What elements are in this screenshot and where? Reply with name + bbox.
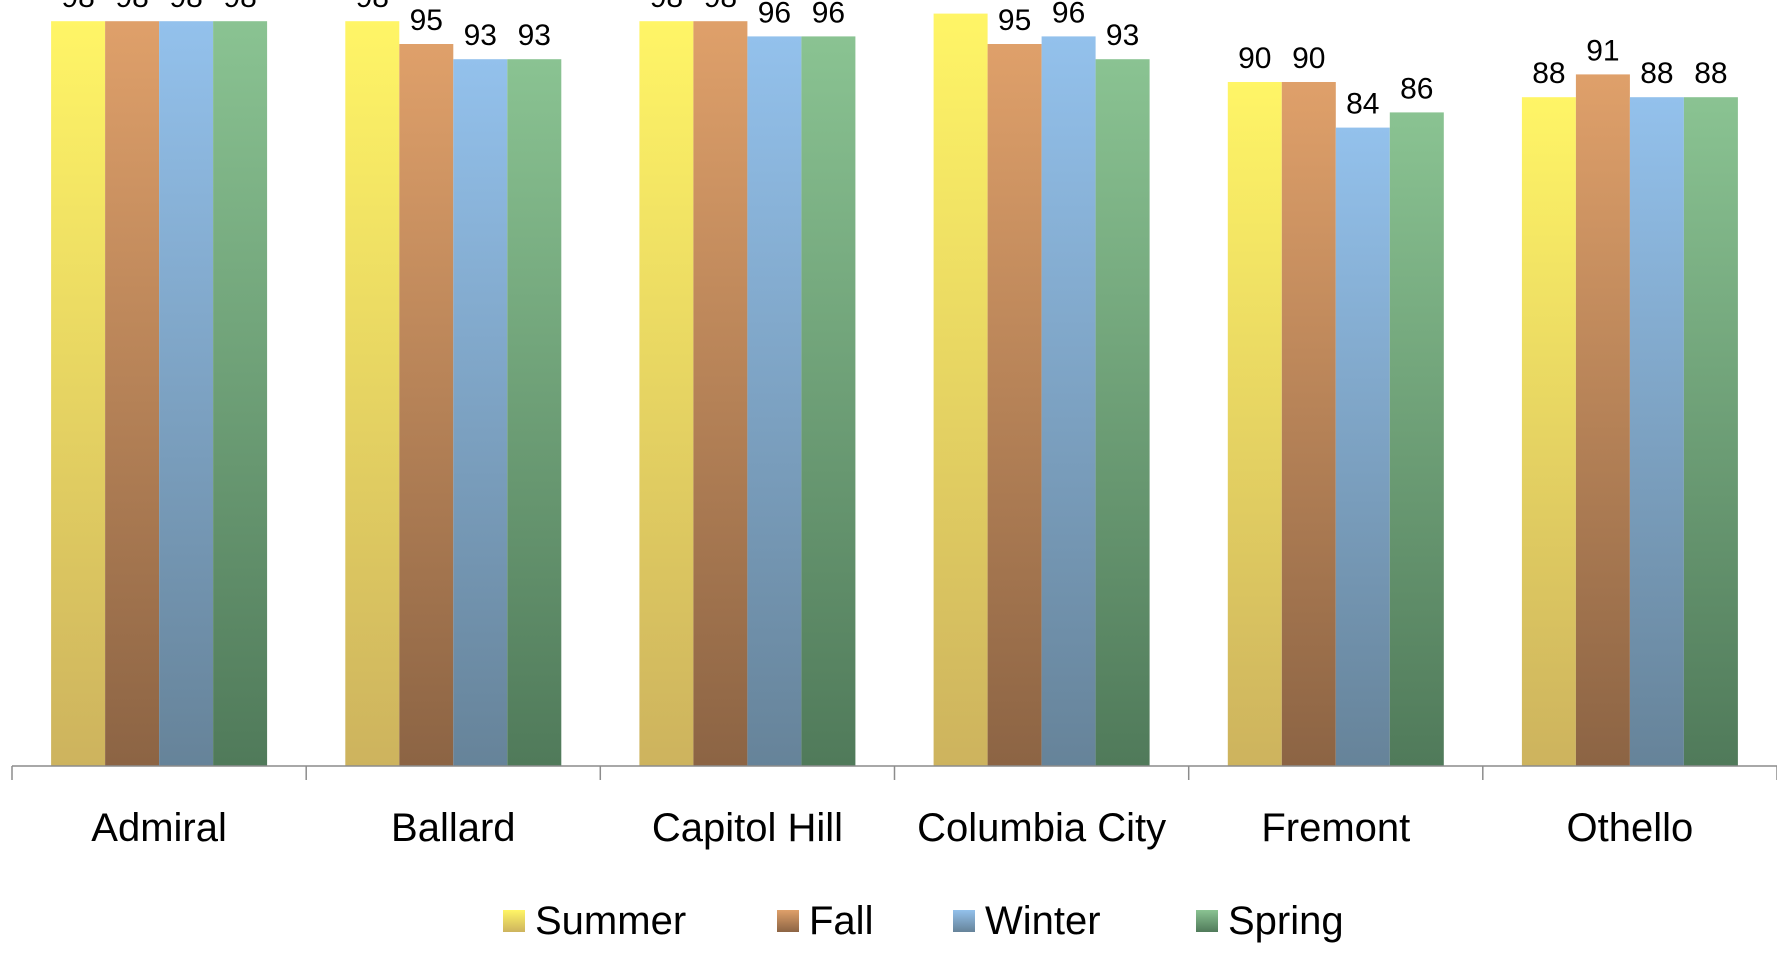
legend-swatch-winter — [953, 910, 975, 932]
data-label-ballard-fall: 95 — [410, 4, 443, 37]
bar-ballard-winter — [453, 59, 508, 766]
category-label: Capitol Hill — [652, 806, 843, 850]
legend-label-summer: Summer — [535, 899, 686, 943]
bar-admiral-winter — [159, 21, 214, 766]
bar-admiral-summer — [51, 21, 106, 766]
bar-columbia-city-spring — [1095, 59, 1150, 766]
bar-capitol-hill-summer — [639, 21, 694, 766]
bar-fremont-spring — [1389, 112, 1444, 766]
data-label-capitol-hill-fall: 98 — [704, 0, 737, 14]
category-label: Columbia City — [917, 806, 1166, 850]
bars-group — [51, 13, 1738, 767]
data-label-columbia-city-summer: 99 — [944, 0, 977, 7]
data-label-columbia-city-spring: 93 — [1106, 19, 1139, 52]
bar-columbia-city-fall — [987, 44, 1042, 766]
bar-columbia-city-winter — [1041, 36, 1096, 766]
legend-label-winter: Winter — [985, 899, 1101, 943]
data-label-admiral-winter: 98 — [169, 0, 202, 14]
legend-label-fall: Fall — [809, 899, 873, 943]
data-label-fremont-summer: 90 — [1238, 42, 1271, 75]
data-label-capitol-hill-spring: 96 — [812, 0, 845, 29]
data-label-othello-summer: 88 — [1532, 57, 1565, 90]
data-label-capitol-hill-winter: 96 — [758, 0, 791, 29]
bar-ballard-spring — [507, 59, 562, 766]
data-label-ballard-summer: 98 — [356, 0, 389, 14]
category-label: Fremont — [1261, 806, 1410, 850]
legend-swatch-spring — [1196, 910, 1218, 932]
category-label: Othello — [1567, 806, 1694, 850]
legend: Summer Fall Winter Spring — [503, 899, 1344, 943]
data-label-capitol-hill-summer: 98 — [650, 0, 683, 14]
data-label-othello-winter: 88 — [1640, 57, 1673, 90]
data-labels-group: 98 98 98 98 98 95 93 93 98 98 96 96 99 95 96 93 90 90 84 86… — [61, 0, 1727, 121]
data-label-othello-spring: 88 — [1694, 57, 1727, 90]
legend-swatch-fall — [777, 910, 799, 932]
bar-capitol-hill-winter — [747, 36, 802, 766]
bar-columbia-city-summer — [933, 13, 988, 767]
bar-ballard-summer — [345, 21, 400, 766]
legend-swatch-summer — [503, 910, 525, 932]
data-label-ballard-spring: 93 — [518, 19, 551, 52]
bar-fremont-fall — [1281, 82, 1336, 766]
legend-label-spring: Spring — [1228, 899, 1344, 943]
data-label-fremont-fall: 90 — [1292, 42, 1325, 75]
bar-fremont-winter — [1335, 127, 1390, 767]
data-label-othello-fall: 91 — [1586, 34, 1619, 67]
data-label-admiral-spring: 98 — [223, 0, 256, 14]
bar-capitol-hill-spring — [801, 36, 856, 766]
data-label-ballard-winter: 93 — [464, 19, 497, 52]
bar-othello-fall — [1575, 74, 1630, 766]
bar-fremont-summer — [1227, 82, 1282, 766]
bar-othello-winter — [1629, 97, 1684, 766]
bar-othello-spring — [1683, 97, 1738, 766]
data-label-admiral-summer: 98 — [61, 0, 94, 14]
data-label-columbia-city-winter: 96 — [1052, 0, 1085, 29]
bar-ballard-fall — [399, 44, 454, 766]
bar-admiral-fall — [105, 21, 160, 766]
bar-othello-summer — [1521, 97, 1576, 766]
data-label-fremont-winter: 84 — [1346, 88, 1379, 121]
data-label-admiral-fall: 98 — [115, 0, 148, 14]
category-label: Admiral — [91, 806, 227, 850]
category-label: Ballard — [391, 806, 516, 850]
data-label-columbia-city-fall: 95 — [998, 4, 1031, 37]
bar-admiral-spring — [213, 21, 268, 766]
bar-capitol-hill-fall — [693, 21, 748, 766]
data-label-fremont-spring: 86 — [1400, 72, 1433, 105]
x-axis: Admiral Ballard Capitol Hill Columbia City F… — [11, 765, 1777, 850]
